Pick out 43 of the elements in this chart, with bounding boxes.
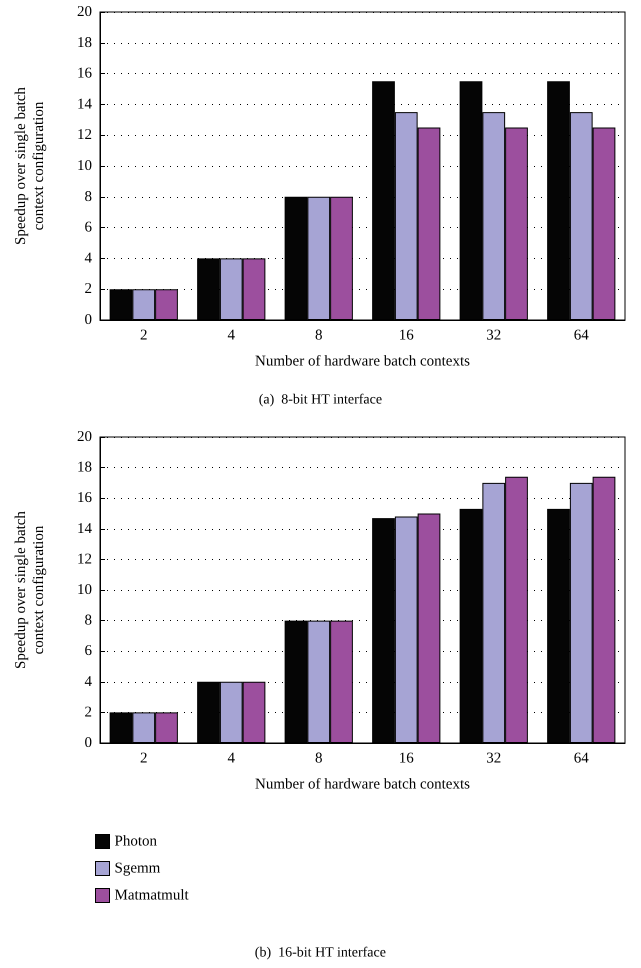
y-tick-label: 18 <box>77 460 92 476</box>
y-tick-label: 4 <box>84 674 92 690</box>
y-tick-label: 14 <box>77 520 92 537</box>
x-tick-label: 64 <box>574 750 590 766</box>
y-tick-label: 8 <box>84 612 92 629</box>
x-tick-label: 2 <box>140 328 148 344</box>
y-tick-label: 2 <box>84 704 92 720</box>
x-tick-label: 8 <box>315 328 322 344</box>
y-tick-label: 10 <box>77 582 92 598</box>
x-tick-label: 16 <box>398 750 414 766</box>
y-tick-label: 20 <box>77 429 92 445</box>
y-tick-label: 6 <box>84 220 92 236</box>
y-tick-label: 6 <box>84 643 92 660</box>
y-tick-label: 20 <box>77 4 92 20</box>
x-tick-label: 4 <box>228 328 236 344</box>
y-tick-label: 4 <box>84 250 92 266</box>
x-tick-label: 32 <box>486 328 502 344</box>
text: (b) 16-bit HT interface <box>254 946 386 960</box>
y-tick-label: 12 <box>77 551 92 568</box>
y-tick-label: 16 <box>77 490 92 506</box>
y-axis-title: Speedup over single batch context configuration <box>13 510 47 669</box>
y-tick-label: 10 <box>77 158 92 174</box>
y-tick-label: 18 <box>77 34 92 51</box>
legend-label: Matmatmult <box>114 888 190 904</box>
text: (a) 8-bit HT interface <box>258 392 382 408</box>
x-tick-label: 8 <box>315 750 322 766</box>
y-tick-label: 2 <box>84 281 92 298</box>
x-tick-label: 32 <box>486 750 502 766</box>
y-tick-label: 8 <box>84 188 92 205</box>
x-axis-title: Number of hardware batch contexts <box>255 354 470 370</box>
x-tick-label: 4 <box>228 750 236 766</box>
y-tick-label: 0 <box>84 735 92 751</box>
y-tick-label: 12 <box>77 127 92 144</box>
y-tick-label: 16 <box>77 66 92 82</box>
x-tick-label: 2 <box>140 750 148 766</box>
x-tick-label: 16 <box>398 328 414 344</box>
legend-label: Photon <box>114 834 158 850</box>
y-tick-label: 0 <box>84 312 92 328</box>
y-axis-title: Speedup over single batch context configuration <box>13 86 47 245</box>
legend-label: Sgemm <box>114 860 161 876</box>
x-tick-label: 64 <box>574 328 590 344</box>
y-tick-label: 14 <box>77 96 92 112</box>
x-axis-title: Number of hardware batch contexts <box>255 776 470 792</box>
